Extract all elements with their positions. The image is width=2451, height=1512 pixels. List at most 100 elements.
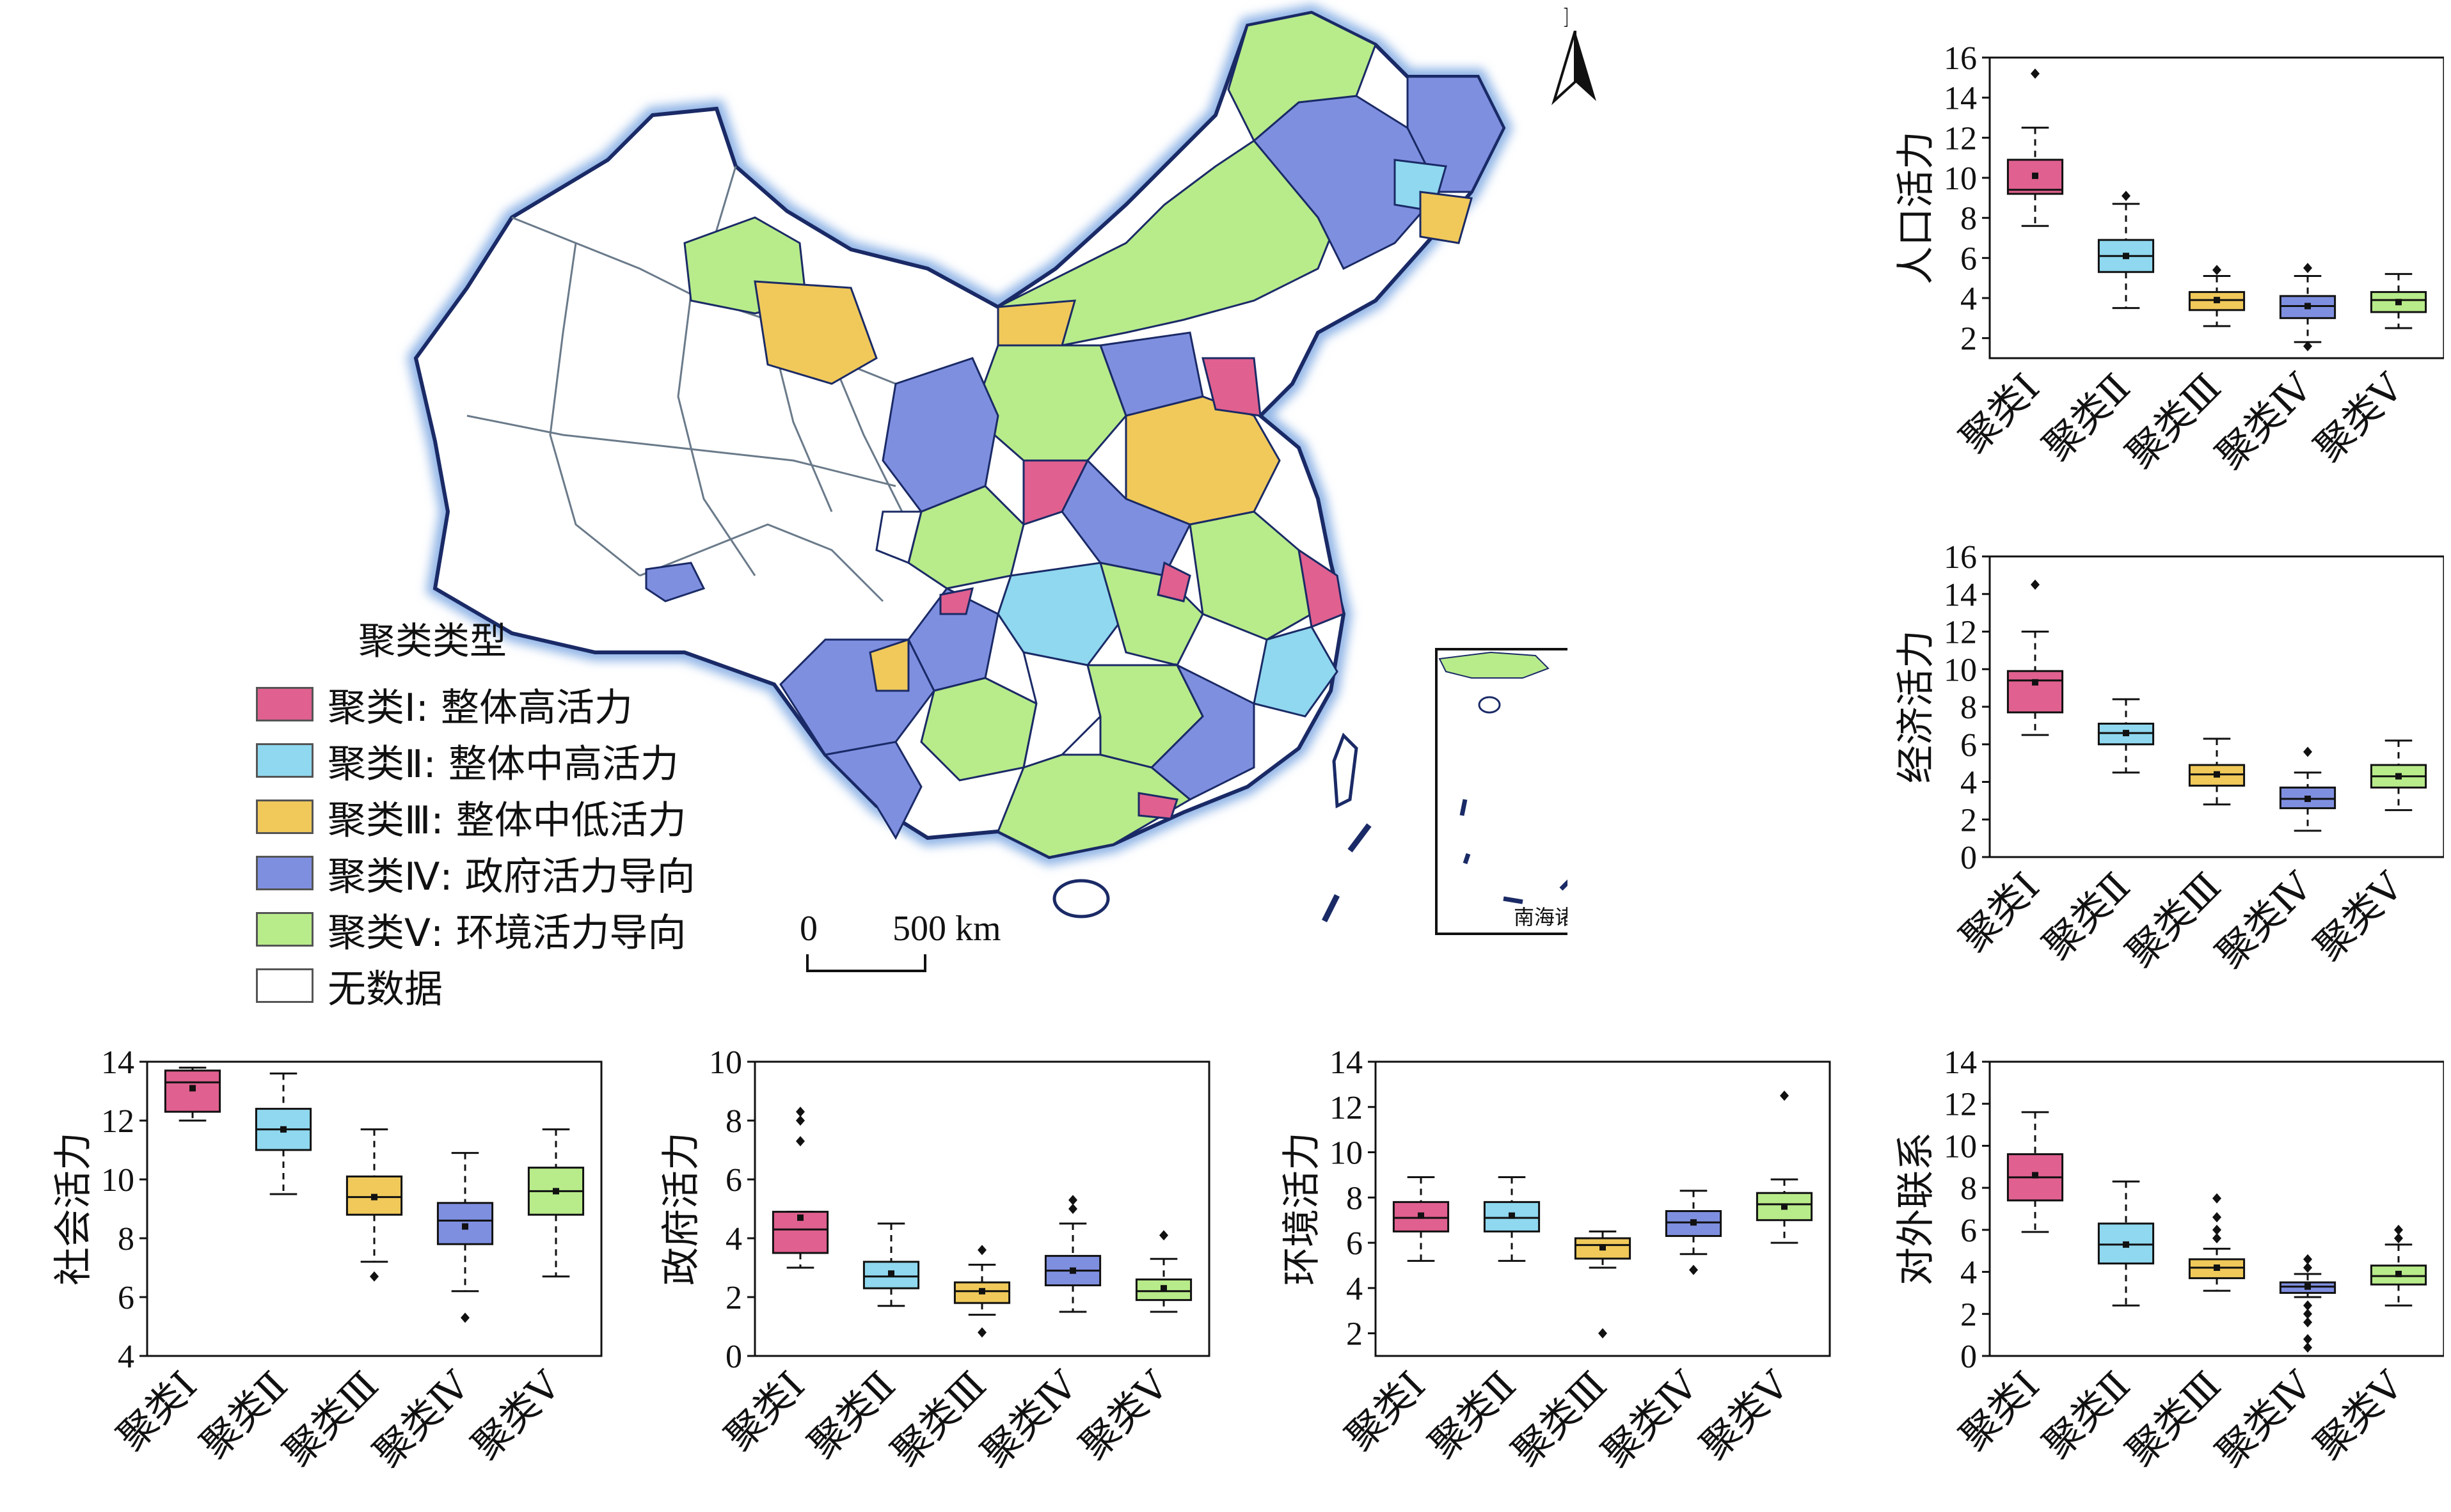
- mean-marker: [1690, 1219, 1697, 1226]
- y-tick-label: 8: [726, 1103, 742, 1140]
- box-2: [2097, 698, 2155, 774]
- box-5: [527, 1128, 585, 1278]
- outlier-point: [2212, 265, 2221, 276]
- box-3: [2188, 265, 2246, 327]
- mean-marker: [2032, 172, 2038, 179]
- box-chart-government: 0 2 4 6 8 10 政府活力 聚类Ⅰ 聚类Ⅱ 聚类Ⅲ 聚类Ⅳ 聚类Ⅴ: [614, 1044, 1228, 1509]
- mean-marker: [797, 1214, 804, 1221]
- y-tick-label: 10: [1944, 161, 1977, 197]
- legend-label: 聚类Ⅰ: 整体高活力: [328, 685, 633, 730]
- legend-item: 聚类Ⅴ: 环境活力导向: [256, 901, 695, 957]
- y-tick-label: 14: [1944, 1049, 1977, 1081]
- mean-marker: [189, 1085, 196, 1092]
- box-3: [2188, 737, 2246, 806]
- box-4: [436, 1152, 494, 1323]
- x-tick-label: 聚类Ⅲ: [276, 1364, 386, 1474]
- plot-frame: [754, 1060, 1210, 1357]
- box-4: [2279, 263, 2336, 352]
- box-5: [1135, 1230, 1193, 1313]
- y-tick-label: 10: [1329, 1135, 1363, 1172]
- x-tick-label: 聚类Ⅳ: [1594, 1364, 1706, 1476]
- box-chart-population: 2 4 6 8 10 12 14 16 人口活力 聚类Ⅰ 聚类Ⅱ 聚类Ⅲ 聚类Ⅳ 聚类Ⅴ: [1830, 38, 2445, 512]
- y-tick-label: 8: [1960, 201, 1977, 237]
- scale-start: 0: [800, 909, 818, 949]
- y-tick-label: 2: [1960, 321, 1977, 358]
- south-china-sea-inset: 南海诸岛: [1435, 648, 1567, 935]
- x-tick-label: 聚类Ⅰ: [1338, 1364, 1433, 1459]
- legend-swatch-5: [256, 912, 313, 947]
- outlier-point: [978, 1327, 987, 1338]
- outlier-point: [978, 1245, 987, 1256]
- outlier-point: [796, 1106, 805, 1117]
- y-tick-label: 16: [1944, 40, 1977, 77]
- box-3: [345, 1128, 403, 1282]
- y-tick-label: 4: [1960, 1255, 1977, 1291]
- outlier-point: [1068, 1204, 1077, 1214]
- mean-marker: [1781, 1203, 1788, 1210]
- x-tick-label: 聚类Ⅴ: [1693, 1363, 1797, 1467]
- outlier-point: [2122, 191, 2130, 201]
- box-4: [2279, 1254, 2336, 1353]
- plot-frame: [1988, 1060, 2445, 1357]
- north-arrow-icon: N: [1563, 1, 1567, 33]
- box-5: [1756, 1091, 1813, 1244]
- legend-item: 聚类Ⅱ: 整体中高活力: [256, 732, 695, 789]
- box-1: [2006, 579, 2064, 736]
- y-tick-label: 10: [709, 1049, 742, 1081]
- outlier-point: [2212, 1233, 2221, 1243]
- mean-marker: [1509, 1212, 1515, 1219]
- outlier-point: [2303, 1300, 2312, 1311]
- y-tick-label: 10: [1944, 652, 1977, 688]
- mean-marker: [462, 1223, 468, 1230]
- x-tick-label: 聚类Ⅰ: [1953, 865, 2047, 960]
- outlier-point: [2303, 1309, 2312, 1319]
- box-1: [164, 1066, 221, 1122]
- scale-end: 500 km: [892, 909, 1001, 949]
- mean-marker: [2395, 1270, 2402, 1277]
- outlier-point: [796, 1136, 805, 1147]
- legend-title: 聚类类型: [358, 619, 507, 663]
- y-tick-label: 4: [1960, 765, 1977, 801]
- box-iqr: [1483, 1201, 1541, 1232]
- outlier-point: [2031, 68, 2040, 79]
- mean-marker: [2123, 1241, 2129, 1248]
- map-legend: 聚类类型 聚类Ⅰ: 整体高活力 聚类Ⅱ: 整体中高活力 聚类Ⅲ: 整体中低活力 …: [256, 611, 695, 1014]
- mean-marker: [2395, 299, 2402, 306]
- box-5: [2370, 272, 2427, 329]
- mean-marker: [2304, 795, 2311, 802]
- y-tick-label: 0: [1960, 1339, 1977, 1375]
- mean-marker: [2214, 771, 2220, 778]
- hainan-island: [1052, 879, 1110, 918]
- outlier-point: [2303, 263, 2312, 273]
- y-tick-label: 4: [118, 1339, 134, 1375]
- x-tick-label: 聚类Ⅲ: [2119, 865, 2229, 975]
- x-tick-label: 聚类Ⅱ: [1422, 1364, 1524, 1467]
- x-tick-label: 聚类Ⅰ: [1953, 366, 2047, 461]
- box-iqr: [2006, 159, 2064, 195]
- x-tick-label: 聚类Ⅱ: [2036, 1364, 2138, 1467]
- mean-marker: [2395, 773, 2402, 780]
- y-tick-label: 6: [726, 1162, 742, 1199]
- box-chart-environment: 2 4 6 8 10 12 14 环境活力 聚类Ⅰ 聚类Ⅱ 聚类Ⅲ 聚类Ⅳ 聚类Ⅴ: [1228, 1044, 1843, 1509]
- x-tick-label: 聚类Ⅱ: [193, 1364, 296, 1467]
- y-axis-label: 人口活力: [1895, 131, 1937, 285]
- y-tick-label: 2: [1960, 1296, 1977, 1333]
- box-2: [1483, 1176, 1541, 1262]
- y-tick-label: 10: [1944, 1128, 1977, 1165]
- box-2: [2097, 1180, 2155, 1307]
- y-axis-label: 经济活力: [1895, 630, 1937, 784]
- legend-item: 聚类Ⅰ: 整体高活力: [256, 676, 695, 732]
- mean-marker: [2304, 1283, 2311, 1290]
- y-tick-label: 10: [101, 1162, 134, 1199]
- legend-label: 聚类Ⅲ: 整体中低活力: [328, 798, 686, 843]
- china-cluster-map: N 南海诸岛: [407, 1, 1567, 935]
- box-1: [2006, 68, 2064, 227]
- mean-marker: [1599, 1244, 1606, 1251]
- legend-swatch-4: [256, 856, 313, 890]
- outlier-point: [1689, 1264, 1698, 1275]
- legend-item: 无数据: [256, 957, 695, 1014]
